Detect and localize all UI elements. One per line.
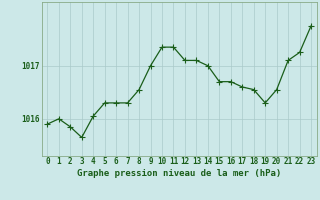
X-axis label: Graphe pression niveau de la mer (hPa): Graphe pression niveau de la mer (hPa) <box>77 169 281 178</box>
